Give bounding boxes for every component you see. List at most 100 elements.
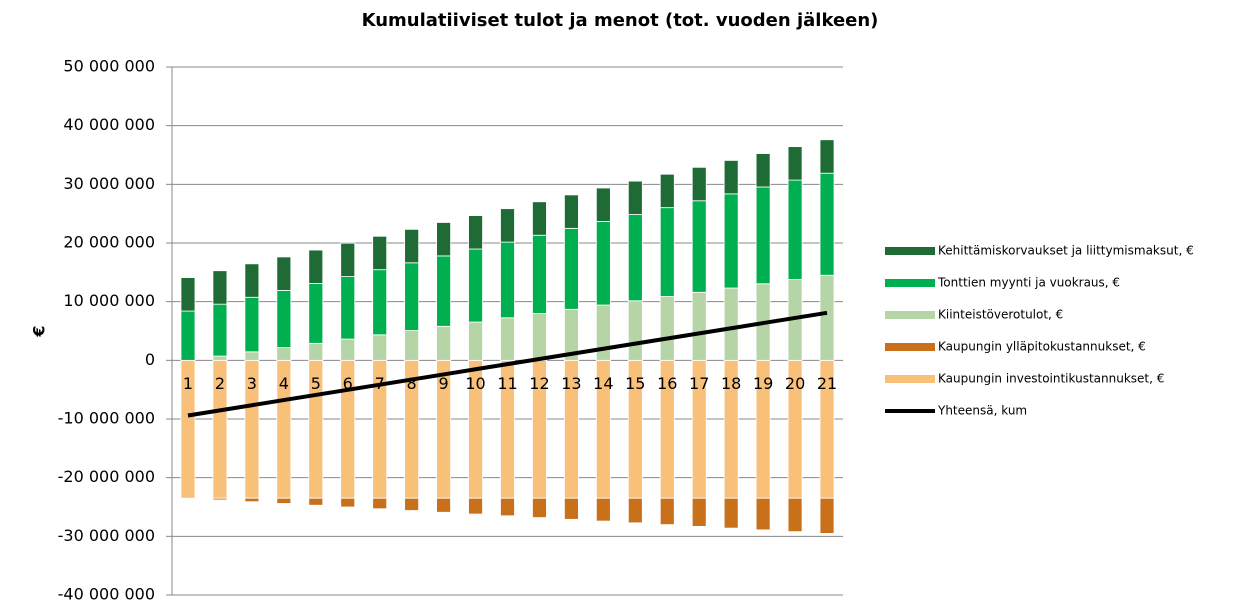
bar bbox=[500, 317, 515, 361]
bar bbox=[564, 194, 579, 229]
bar bbox=[372, 269, 388, 336]
bar bbox=[723, 287, 739, 361]
bar bbox=[436, 255, 451, 327]
legend-label: Tonttien myynti ja vuokraus, € bbox=[937, 276, 1120, 290]
bar bbox=[787, 146, 803, 181]
x-tick-label: 14 bbox=[593, 374, 613, 393]
x-tick-label: 21 bbox=[817, 374, 837, 393]
bar bbox=[244, 351, 260, 361]
bar bbox=[595, 304, 611, 361]
bar bbox=[180, 277, 196, 312]
bar bbox=[723, 160, 739, 195]
y-tick-label: -10 000 000 bbox=[58, 409, 155, 428]
y-tick-label: -40 000 000 bbox=[58, 585, 155, 603]
bar bbox=[404, 262, 420, 331]
chart-title: Kumulatiiviset tulot ja menot (tot. vuod… bbox=[362, 10, 879, 31]
bar bbox=[755, 186, 771, 285]
legend-label: Kaupungin investointikustannukset, € bbox=[938, 372, 1164, 386]
legend-swatch bbox=[885, 343, 935, 351]
y-tick-label: 0 bbox=[145, 350, 155, 369]
bar bbox=[532, 313, 547, 361]
bar bbox=[819, 139, 835, 174]
bar bbox=[212, 497, 228, 501]
bar bbox=[340, 242, 356, 277]
bar bbox=[372, 497, 388, 510]
bar bbox=[340, 276, 356, 340]
bar bbox=[468, 215, 483, 250]
bar bbox=[627, 180, 643, 215]
bar bbox=[372, 235, 388, 271]
bar bbox=[659, 173, 675, 209]
y-tick-label: 30 000 000 bbox=[63, 174, 155, 193]
x-tick-label: 4 bbox=[279, 374, 289, 393]
legend-swatch bbox=[885, 247, 935, 255]
x-tick-label: 2 bbox=[215, 374, 225, 393]
bar bbox=[819, 172, 835, 276]
bar bbox=[755, 497, 771, 531]
bar bbox=[819, 497, 835, 534]
bar bbox=[180, 310, 196, 361]
bar bbox=[436, 497, 451, 513]
bar bbox=[372, 334, 388, 361]
bar bbox=[468, 321, 483, 361]
y-tick-label: 40 000 000 bbox=[63, 115, 155, 134]
bar bbox=[468, 248, 483, 323]
bar bbox=[404, 330, 420, 361]
bar bbox=[276, 289, 292, 348]
bar bbox=[532, 201, 547, 236]
x-tick-label: 8 bbox=[407, 374, 417, 393]
x-tick-label: 19 bbox=[753, 374, 773, 393]
bar bbox=[595, 221, 611, 306]
bar bbox=[595, 187, 611, 222]
x-tick-label: 20 bbox=[785, 374, 805, 393]
x-tick-label: 15 bbox=[625, 374, 645, 393]
y-axis-label: € bbox=[30, 325, 49, 337]
bar bbox=[276, 256, 292, 291]
bar bbox=[627, 300, 643, 361]
bar bbox=[595, 497, 611, 522]
bar bbox=[468, 497, 483, 515]
y-tick-label: -20 000 000 bbox=[58, 467, 155, 486]
bar bbox=[691, 166, 707, 202]
bar bbox=[244, 263, 260, 298]
bar bbox=[787, 179, 803, 280]
bar bbox=[244, 296, 260, 353]
bar bbox=[276, 497, 292, 504]
bar bbox=[436, 325, 451, 361]
x-tick-label: 9 bbox=[439, 374, 449, 393]
bar bbox=[532, 234, 547, 314]
legend-label: Kiinteistöverotulot, € bbox=[938, 308, 1063, 322]
bar bbox=[308, 249, 324, 284]
bar bbox=[659, 497, 675, 526]
x-tick-label: 16 bbox=[657, 374, 677, 393]
x-tick-label: 18 bbox=[721, 374, 741, 393]
x-tick-label: 13 bbox=[561, 374, 581, 393]
bar bbox=[276, 347, 292, 361]
bar bbox=[404, 228, 420, 264]
bar bbox=[819, 274, 835, 361]
x-tick-label: 11 bbox=[497, 374, 517, 393]
bar bbox=[500, 497, 515, 517]
legend-swatch bbox=[885, 375, 935, 383]
bar bbox=[308, 283, 324, 344]
line bbox=[187, 310, 828, 418]
bar bbox=[564, 497, 579, 520]
bar bbox=[340, 497, 356, 508]
x-tick-label: 10 bbox=[465, 374, 485, 393]
bar bbox=[564, 227, 579, 310]
bar bbox=[627, 214, 643, 302]
x-tick-label: 5 bbox=[311, 374, 321, 393]
y-tick-label: 10 000 000 bbox=[63, 291, 155, 310]
y-tick-label: 50 000 000 bbox=[63, 57, 155, 76]
legend-label: Kehittämiskorvaukset ja liittymismaksut,… bbox=[938, 244, 1194, 258]
y-tick-label: 20 000 000 bbox=[63, 233, 155, 252]
bar bbox=[691, 291, 707, 361]
bar bbox=[212, 270, 228, 305]
bar bbox=[532, 497, 547, 518]
bar bbox=[212, 303, 228, 357]
legend-swatch bbox=[885, 279, 935, 287]
bar bbox=[436, 222, 451, 257]
bar bbox=[500, 241, 515, 319]
bar bbox=[627, 497, 643, 524]
